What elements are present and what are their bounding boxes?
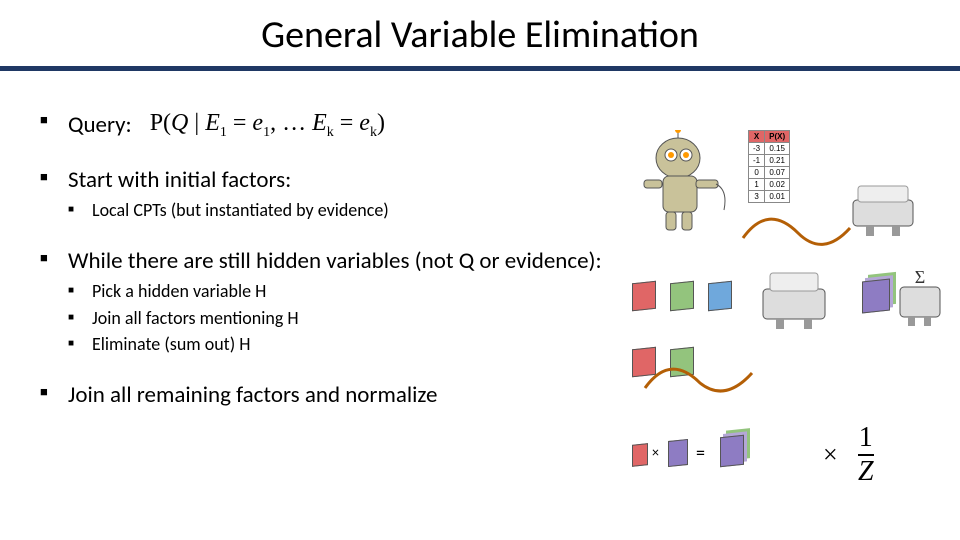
cell: 0.21 [765,155,790,167]
frac-num: 1 [858,424,874,452]
cell: -3 [749,143,765,155]
sub-while-2: Join all factors mentioning H [68,307,620,330]
factor-table: X P(X) -30.15 -10.21 00.07 10.02 30.01 [748,130,790,203]
robot-icon [638,130,728,240]
sub-while-1: Pick a hidden variable H [68,280,620,303]
times-small: × [652,444,659,461]
factor-green-icon [670,281,694,312]
sub-while-3: Eliminate (sum out) H [68,333,620,356]
bullet-start-text: Start with initial factors: [68,166,291,194]
bullet-list: Query: P(Q | E1 = e1, … Ek = ek) Start w… [40,110,620,408]
cell: 1 [749,179,765,191]
factor-blue-icon [708,281,732,312]
equals: = [696,442,705,464]
slide-title: General Variable Elimination [0,0,960,66]
cell: 0 [749,167,765,179]
bullet-query: Query: P(Q | E1 = e1, … Ek = ek) [40,110,620,141]
illus-normalize: × = × 1 Z [628,420,948,500]
times-symbol: × [823,440,838,470]
bullet-start: Start with initial factors: Local CPTs (… [40,167,620,222]
sub-start-1: Local CPTs (but instantiated by evidence… [68,199,620,222]
table-header-0: X [749,131,765,143]
cell: 3 [749,191,765,203]
bullet-join: Join all remaining factors and normalize [40,382,620,408]
bullet-while: While there are still hidden variables (… [40,248,620,356]
slide-body: Query: P(Q | E1 = e1, … Ek = ek) Start w… [40,110,620,434]
cell: 0.07 [765,167,790,179]
factor-red-icon [632,443,648,467]
wire-icon [738,208,858,248]
title-underline [0,66,960,71]
factor-table-body: -30.15 -10.21 00.07 10.02 30.01 [749,143,790,203]
factor-joined-icon [720,435,744,468]
wire-icon [640,358,760,398]
bullet-while-text: While there are still hidden variables (… [68,247,602,275]
query-math: P(Q | E1 = e1, … Ek = ek) [150,110,385,141]
frac-den: Z [858,458,874,486]
factor-joined-icon [862,279,890,314]
illus-robot-table: X P(X) -30.15 -10.21 00.07 10.02 30.01 [638,130,938,250]
illus-factors: Σ [628,260,948,400]
factor-purple-icon [668,439,688,467]
table-header-1: P(X) [765,131,790,143]
factor-red-icon [632,281,656,312]
cell: 0.02 [765,179,790,191]
cell: -1 [749,155,765,167]
cell: 0.15 [765,143,790,155]
cell: 0.01 [765,191,790,203]
svg-text:Σ: Σ [915,267,925,287]
sum-machine-icon: Σ [896,265,946,335]
machine-icon [758,265,838,335]
query-label: Query: [68,112,132,138]
slide: General Variable Elimination Query: P(Q … [0,0,960,540]
one-over-z: 1 Z [858,424,874,486]
machine-icon [848,180,928,240]
